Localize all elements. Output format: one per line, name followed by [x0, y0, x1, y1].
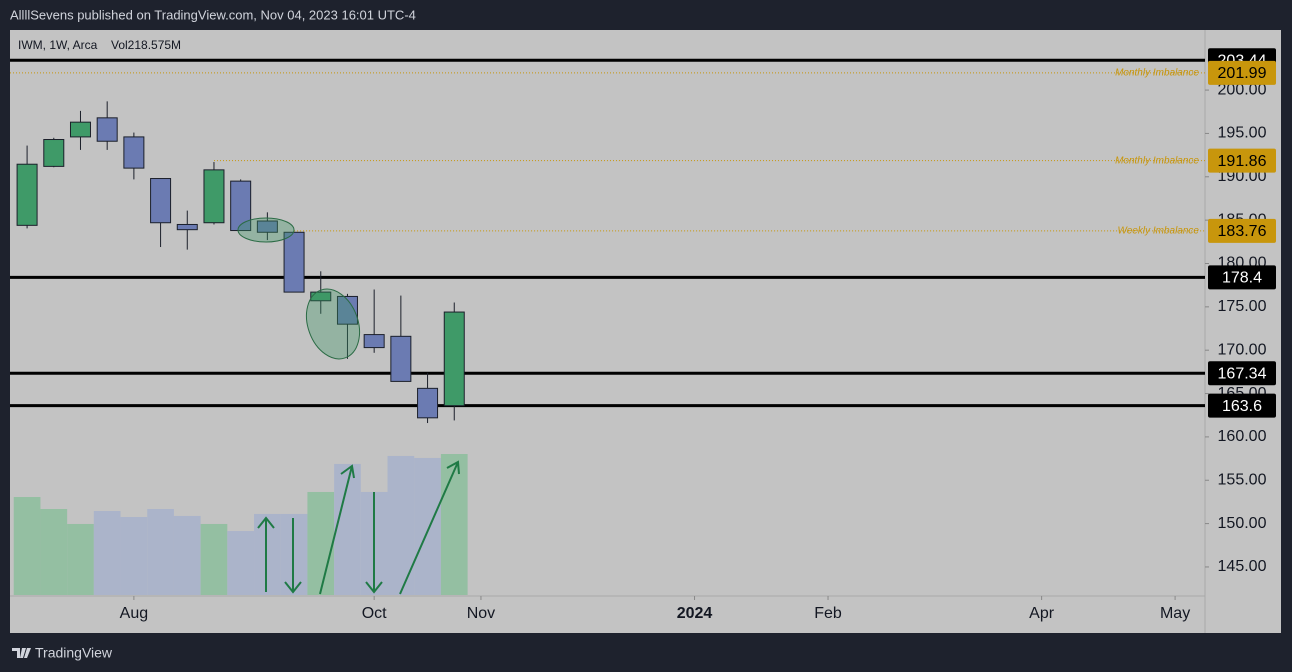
level-label-box [1208, 265, 1276, 290]
volume-bar [93, 511, 121, 595]
candle-body [363, 334, 385, 349]
candle-body [69, 121, 91, 138]
y-tick-label: 145.00 [1218, 558, 1267, 575]
level-name: Weekly Imbalance [1117, 226, 1199, 237]
x-tick-label: Apr [1029, 605, 1055, 622]
volume-bar [280, 513, 308, 595]
candle-body [43, 139, 65, 167]
candle-body [283, 231, 305, 293]
y-tick-label: 170.00 [1218, 341, 1267, 358]
y-tick-label: 200.00 [1218, 81, 1267, 98]
volume-bar [307, 491, 335, 595]
volume-bar [40, 509, 68, 595]
level-label-box [1208, 148, 1276, 173]
volume-bar [147, 509, 174, 595]
arrow [257, 516, 275, 592]
x-tick-label: Feb [814, 605, 842, 622]
candle-body [176, 223, 198, 231]
level-label: 163.6 [1222, 398, 1262, 415]
candle-body [96, 117, 118, 142]
arrow [319, 464, 355, 595]
logo-icon [12, 648, 31, 658]
level-name: Monthly Imbalance [1115, 155, 1199, 166]
y-tick-label: 150.00 [1218, 515, 1267, 532]
y-tick-label: 195.00 [1218, 125, 1267, 142]
candle-body [203, 169, 225, 224]
candle-body [390, 335, 412, 382]
volume-bar [440, 454, 468, 595]
y-tick-label: 155.00 [1218, 471, 1267, 488]
volume-bar [120, 517, 148, 595]
candle-body [443, 311, 465, 407]
candle-body [16, 163, 38, 226]
candle-body [150, 178, 172, 224]
plot [10, 58, 1205, 595]
level-name: Monthly Imbalance [1115, 67, 1199, 78]
level-label: 167.34 [1218, 365, 1267, 382]
candle-body [310, 291, 332, 302]
level-label: 191.86 [1218, 153, 1267, 170]
level-label-box [1208, 218, 1276, 243]
candle-body [256, 220, 278, 233]
footer-logo: TradingView [12, 645, 113, 661]
header-text: AllllSevens published on TradingView.com… [10, 7, 416, 22]
volume-bar [387, 455, 415, 595]
candle-body [336, 295, 358, 325]
volume-bar [254, 513, 281, 595]
volume-bar [173, 515, 201, 595]
level-label: 201.99 [1218, 65, 1267, 82]
x-tick-label: Nov [467, 605, 495, 622]
level-label-box [1208, 361, 1276, 386]
candle-body [123, 136, 145, 169]
level-label-box [1208, 60, 1276, 85]
arrow [399, 460, 460, 595]
level-label-box [1208, 393, 1276, 418]
candle-body [230, 180, 252, 232]
candle-body [417, 387, 439, 419]
level-label: 183.76 [1218, 223, 1267, 240]
ellipse [237, 217, 295, 243]
y-tick-label: 175.00 [1218, 298, 1267, 315]
volume-bar [414, 457, 441, 595]
y-tick-label: 160.00 [1218, 428, 1267, 445]
x-tick-label: Aug [120, 605, 148, 622]
volume-bar [13, 497, 41, 595]
x-tick-label: Oct [362, 605, 387, 622]
level-label: 178.4 [1222, 270, 1262, 287]
x-tick-label: 2024 [677, 605, 713, 622]
legend-volume: Vol218.575M [111, 38, 181, 52]
annotations [237, 217, 460, 595]
volume-bar [200, 523, 228, 595]
ellipse [305, 288, 361, 360]
volume-bar [227, 531, 255, 595]
footer-brand: TradingView [35, 645, 113, 661]
legend-symbol: IWM, 1W, Arca [18, 38, 98, 52]
x-tick-label: May [1160, 605, 1190, 622]
arrow [284, 518, 302, 594]
volume-bar [67, 523, 94, 595]
arrow [365, 492, 383, 594]
